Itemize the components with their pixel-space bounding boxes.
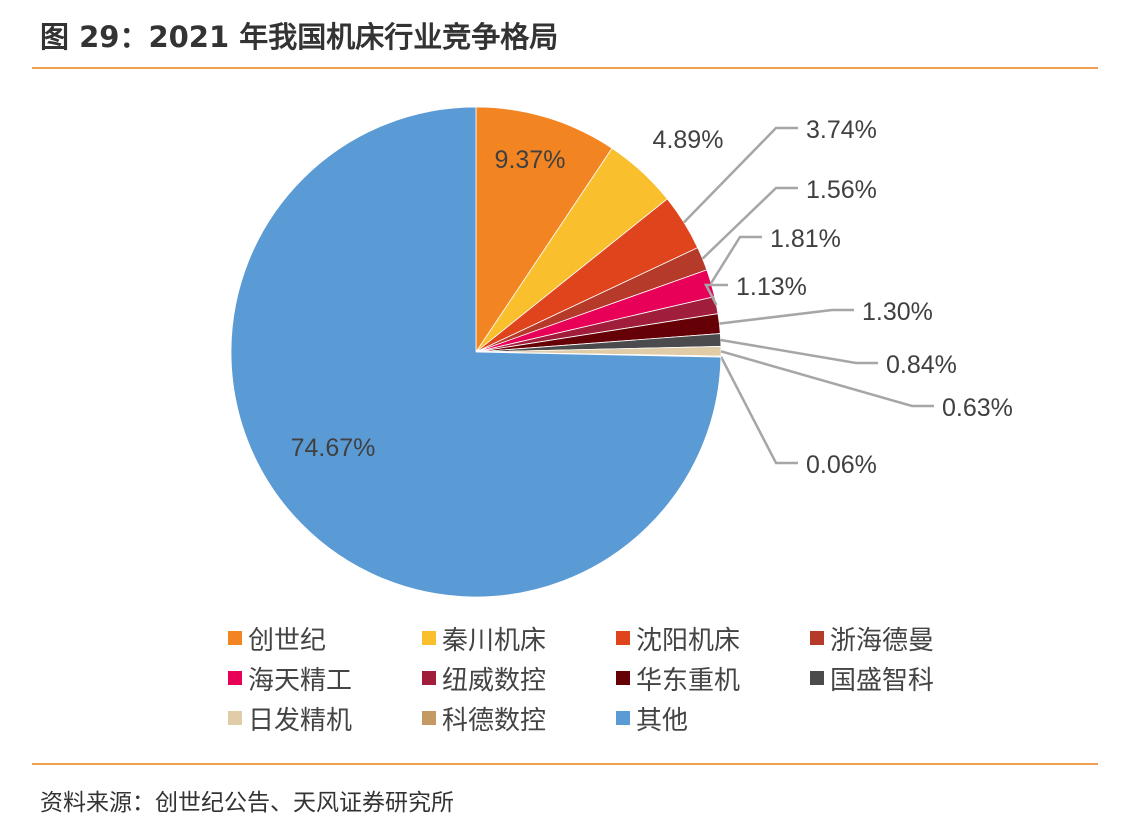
data-label-9: 0.06%	[806, 451, 877, 479]
legend-label: 国盛智科	[830, 665, 935, 696]
leader-line-2	[683, 126, 798, 224]
leader-line-8	[720, 350, 934, 408]
legend-item: 纽威数控	[422, 660, 616, 696]
legend-item: 创世纪	[228, 620, 422, 656]
legend-swatch	[616, 631, 630, 645]
legend-swatch	[810, 671, 824, 685]
legend-label: 创世纪	[248, 625, 327, 656]
legend-item: 华东重机	[616, 660, 810, 696]
legend-label: 日发精机	[248, 705, 353, 736]
legend-item: 其他	[616, 700, 810, 736]
data-label-0: 9.37%	[495, 146, 566, 174]
legend-item: 浙海德曼	[810, 620, 1004, 656]
pie-slice-10	[230, 106, 722, 598]
source-note: 资料来源：创世纪公告、天风证券研究所	[40, 790, 454, 816]
pie-slice-0	[475, 106, 613, 354]
legend-label: 秦川机床	[442, 625, 547, 656]
legend-swatch	[228, 711, 242, 725]
data-label-5: 1.13%	[736, 273, 807, 301]
leader-line-4	[710, 235, 762, 284]
data-label-4: 1.81%	[770, 225, 841, 253]
legend-swatch	[422, 671, 436, 685]
title-divider	[32, 67, 1098, 69]
legend-item: 秦川机床	[422, 620, 616, 656]
data-label-3: 1.56%	[806, 176, 877, 204]
legend-label: 海天精工	[248, 665, 353, 696]
legend-label: 沈阳机床	[636, 625, 741, 656]
legend-label: 纽威数控	[442, 665, 547, 696]
leader-line-6	[719, 308, 854, 325]
leader-line-9	[719, 356, 798, 465]
legend: 创世纪 秦川机床 沈阳机床 浙海德曼海天精工 纽威数控 华东重机 国盛智科日发精机 科德数控 其…	[228, 620, 1004, 736]
leader-line-5	[703, 283, 728, 306]
data-label-6: 1.30%	[862, 298, 933, 326]
data-label-8: 0.63%	[942, 394, 1013, 422]
leader-line-7	[720, 338, 878, 365]
legend-swatch	[422, 631, 436, 645]
legend-item: 海天精工	[228, 660, 422, 696]
data-label-7: 0.84%	[886, 351, 957, 379]
figure-title: 图 29：2021 年我国机床行业竞争格局	[40, 20, 559, 54]
data-label-1: 4.89%	[653, 126, 724, 154]
legend-swatch	[228, 631, 242, 645]
legend-swatch	[810, 631, 824, 645]
legend-label: 其他	[636, 705, 689, 736]
legend-swatch	[228, 671, 242, 685]
legend-item: 沈阳机床	[616, 620, 810, 656]
legend-item: 国盛智科	[810, 660, 1004, 696]
legend-item: 日发精机	[228, 700, 422, 736]
legend-swatch	[422, 711, 436, 725]
leader-line-3	[701, 186, 798, 260]
legend-swatch	[616, 711, 630, 725]
legend-label: 浙海德曼	[830, 625, 935, 656]
legend-swatch	[616, 671, 630, 685]
legend-label: 科德数控	[442, 705, 547, 736]
legend-item: 科德数控	[422, 700, 616, 736]
legend-label: 华东重机	[636, 665, 741, 696]
data-label-2: 3.74%	[806, 116, 877, 144]
data-label-10: 74.67%	[291, 434, 376, 462]
source-divider	[32, 763, 1098, 765]
